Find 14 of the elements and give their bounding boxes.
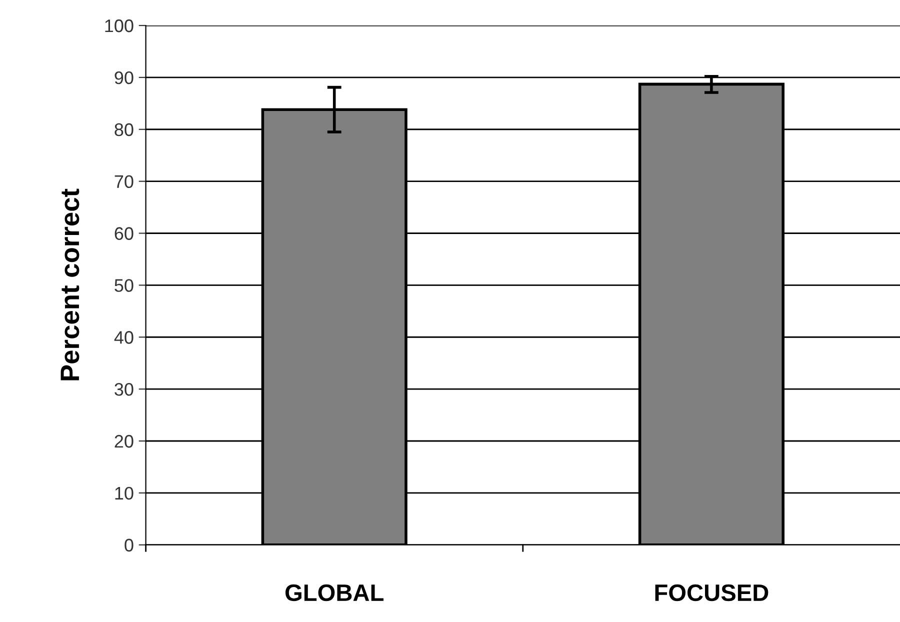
y-tick-label: 90 xyxy=(114,71,134,84)
y-tick-label: 60 xyxy=(114,227,134,240)
y-axis-title: Percent correct xyxy=(60,188,80,380)
y-tick-label: 70 xyxy=(114,175,134,188)
y-tick-label: 50 xyxy=(114,279,134,292)
y-tick-label: 20 xyxy=(114,434,134,448)
y-tick-label: 40 xyxy=(114,331,134,344)
y-tick-label: 80 xyxy=(114,123,134,136)
y-tick-label: 30 xyxy=(114,382,134,396)
y-tick-label: 0 xyxy=(124,538,134,552)
x-tick-label: GLOBAL xyxy=(285,584,384,602)
x-tick-label: FOCUSED xyxy=(655,584,768,602)
y-tick-label: 10 xyxy=(115,486,134,500)
y-tick-label: 100 xyxy=(105,19,134,32)
